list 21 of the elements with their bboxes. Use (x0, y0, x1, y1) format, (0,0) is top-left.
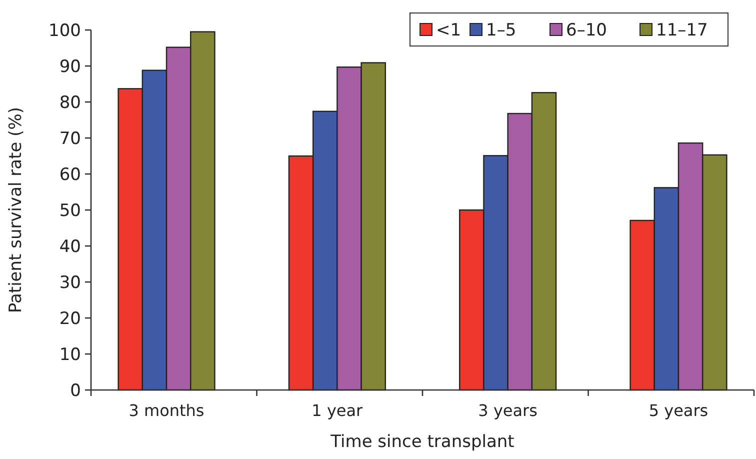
y-tick-label: 30 (59, 272, 81, 293)
x-tick-label: 1 year (312, 401, 364, 420)
x-tick-label: 5 years (648, 401, 708, 420)
y-tick-label: 80 (59, 92, 81, 113)
y-tick-label: 20 (59, 308, 81, 329)
y-axis-title: Patient survival rate (%) (6, 107, 26, 313)
y-tick-label: 100 (48, 20, 81, 41)
y-tick-label: 60 (59, 164, 81, 185)
y-tick-label: 90 (59, 56, 81, 77)
x-tick-label: 3 years (478, 401, 538, 420)
x-axis-title: Time since transplant (330, 432, 515, 452)
x-tick-label: 3 months (128, 401, 204, 420)
legend-label: 6–10 (566, 20, 607, 40)
y-tick-label: 0 (70, 380, 81, 401)
y-tick-label: 40 (59, 236, 81, 257)
y-tick-label: 50 (59, 200, 81, 221)
legend-label: 1–5 (486, 20, 516, 40)
y-tick-label: 10 (59, 344, 81, 365)
legend-label: <1 (436, 20, 462, 40)
y-tick-label: 70 (59, 128, 81, 149)
legend-label: 11–17 (656, 20, 708, 40)
